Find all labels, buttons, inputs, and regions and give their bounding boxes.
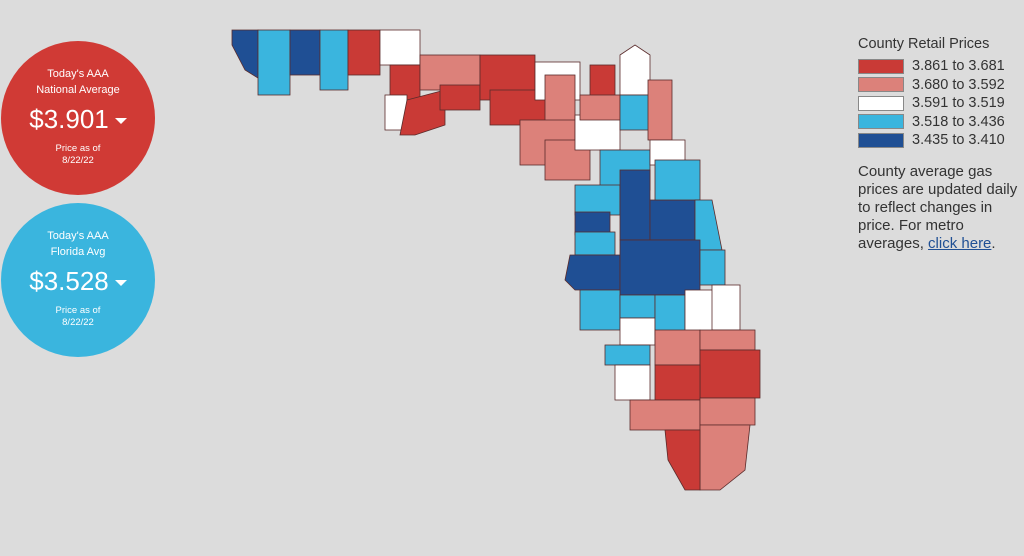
legend-label: 3.435 to 3.410 [912, 132, 1005, 149]
description-end: . [991, 235, 996, 252]
county [629, 399, 701, 431]
badge-line: Today's AAA [47, 68, 109, 80]
county [564, 254, 621, 291]
national-average-badge: Today's AAA National Average $3.901 Pric… [1, 41, 155, 195]
county [699, 397, 756, 426]
county [699, 424, 751, 491]
county [231, 29, 259, 79]
county [574, 211, 611, 236]
county [619, 294, 656, 319]
metro-link[interactable]: click here [928, 235, 992, 252]
description-text: County average gas prices are updated da… [858, 163, 1018, 252]
county [439, 84, 481, 111]
county [419, 54, 481, 91]
county [649, 199, 696, 241]
legend-title: County Retail Prices [858, 36, 990, 52]
county [399, 89, 446, 136]
badge-price: $3.901 [1, 104, 155, 135]
badge-note: Price as of [55, 305, 101, 316]
county [619, 94, 651, 131]
county [574, 231, 616, 256]
legend-swatch [858, 58, 904, 74]
county [379, 29, 421, 66]
county [579, 94, 621, 121]
badge-line: Florida Avg [50, 246, 106, 258]
legend-swatch [858, 77, 904, 93]
county [654, 294, 686, 336]
legend-label: 3.680 to 3.592 [912, 76, 1005, 93]
county [289, 29, 321, 76]
legend-label: 3.861 to 3.681 [912, 58, 1005, 75]
legend: County Retail Prices 3.861 to 3.681 3.680… [858, 36, 1005, 150]
county [699, 349, 761, 399]
legend-item: 3.861 to 3.681 [858, 57, 1005, 76]
florida-average-badge: Today's AAA Florida Avg $3.528 Price as … [1, 203, 155, 357]
county [579, 289, 621, 331]
price-text: $3.901 [29, 104, 109, 134]
county [699, 249, 726, 286]
county [319, 29, 349, 91]
badge-date: 8/22/22 [62, 317, 94, 328]
county [647, 79, 673, 141]
county [654, 329, 701, 366]
legend-swatch [858, 95, 904, 111]
dropdown-arrow [114, 280, 127, 287]
county [614, 364, 651, 401]
county [619, 317, 656, 346]
legend-item: 3.435 to 3.410 [858, 131, 1005, 150]
legend-item: 3.518 to 3.436 [858, 113, 1005, 132]
description: County average gas prices are updated da… [858, 163, 1024, 253]
price-text: $3.528 [29, 266, 109, 296]
legend-label: 3.591 to 3.519 [912, 95, 1005, 112]
county [574, 114, 621, 151]
legend-items: 3.861 to 3.681 3.680 to 3.592 3.591 to 3.5… [858, 57, 1005, 150]
legend-swatch [858, 132, 904, 148]
badge-note: Price as of [55, 143, 101, 154]
county [619, 44, 651, 96]
county [711, 284, 741, 331]
badge-date: 8/22/22 [62, 155, 94, 166]
county [544, 74, 576, 126]
county [574, 184, 621, 216]
county [619, 239, 701, 296]
county [654, 159, 701, 201]
county [589, 64, 616, 101]
legend-item: 3.680 to 3.592 [858, 76, 1005, 95]
legend-item: 3.591 to 3.519 [858, 94, 1005, 113]
county [347, 29, 381, 76]
legend-label: 3.518 to 3.436 [912, 113, 1005, 130]
badge-line: National Average [36, 84, 120, 96]
county [664, 429, 701, 491]
county [654, 364, 701, 401]
county [604, 344, 651, 366]
legend-swatch [858, 114, 904, 130]
badge-price: $3.528 [1, 266, 155, 297]
dropdown-arrow [114, 118, 127, 125]
county [257, 29, 291, 96]
county [389, 64, 421, 101]
county [619, 169, 651, 241]
badge-line: Today's AAA [47, 230, 109, 242]
county [699, 329, 756, 351]
